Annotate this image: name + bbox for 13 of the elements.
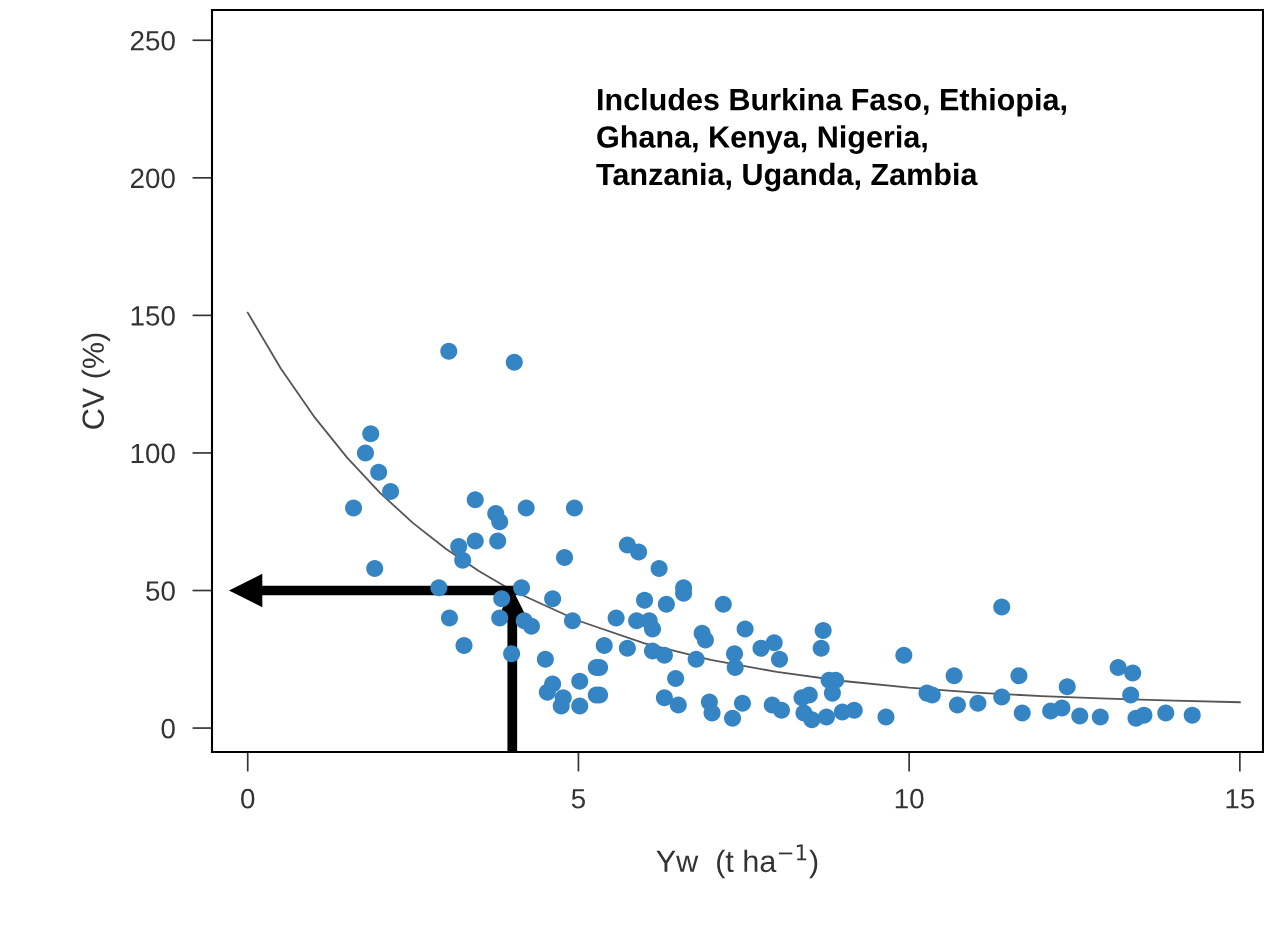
y-axis-title: CV (%): [81, 333, 111, 429]
y-tick-label: 250: [130, 30, 175, 51]
x-axis-title: Yw (t ha$^{−1}$): [656, 844, 818, 879]
y-tick-label: 50: [146, 581, 175, 601]
y-tick-label: 100: [131, 443, 175, 464]
x-tick-label: 0: [241, 788, 255, 809]
y-tick-label: 150: [131, 306, 175, 326]
x-tick-label: 10: [895, 788, 924, 809]
annotation: Includes Burkina Faso, Ethiopia, Ghana, Kenya, Nigeria, Tanzania, Uganda, Zambia: [596, 88, 1066, 192]
y-tick-label: 0: [161, 718, 175, 739]
y-tick-label: 200: [130, 168, 175, 189]
x-tick-label: 5: [571, 789, 585, 809]
x-tick-label: 15: [1226, 789, 1255, 809]
